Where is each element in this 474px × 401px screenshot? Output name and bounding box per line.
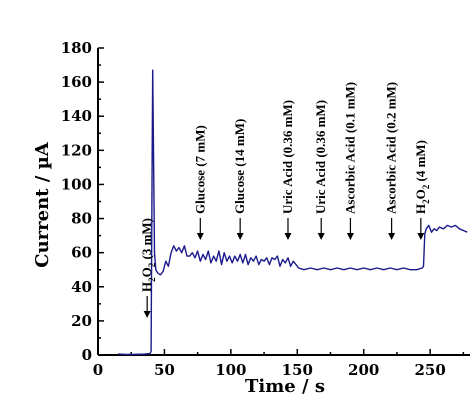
y-tick-label: 80 — [71, 210, 92, 228]
y-tick-label: 180 — [61, 39, 92, 57]
x-axis-label: Time / s — [245, 376, 325, 397]
x-tick-label: 250 — [414, 361, 445, 379]
x-tick-label: 100 — [215, 361, 246, 379]
y-tick-label: 100 — [61, 175, 92, 193]
annotation-label: Glucose (7 mM) — [192, 125, 207, 214]
y-tick-label: 40 — [71, 278, 92, 296]
y-tick-label: 160 — [61, 73, 92, 91]
annotation-arrowhead — [346, 233, 354, 240]
annotation-label: Uric Acid (0.36 mM) — [313, 100, 328, 214]
annotation-arrowhead — [284, 233, 292, 240]
y-axis-label: Current / µA — [32, 141, 53, 268]
y-tick-label: 140 — [61, 107, 92, 125]
annotation-arrowhead — [143, 311, 151, 318]
annotation-arrowhead — [236, 233, 244, 240]
plot-area — [117, 69, 468, 356]
y-tick-label: 60 — [71, 244, 92, 262]
annotation-label: Glucose (14 mM) — [232, 119, 247, 214]
x-tick-label: 150 — [282, 361, 313, 379]
annotation-arrowhead — [196, 233, 204, 240]
axes: 0 20 40 60 80 100 120 140 160 180 0 50 100 150 200 250 — [61, 39, 470, 379]
x-tick-label: 50 — [154, 361, 175, 379]
annotation-arrowhead — [317, 233, 325, 240]
annotations: H2O2 (3 mM) Glucose (7 mM) Glucose (14 mM)… — [139, 82, 431, 318]
x-tick-label: 0 — [93, 361, 103, 379]
annotation-label: Ascorbic Acid (0.1 mM) — [342, 82, 357, 214]
annotation-arrowhead — [388, 233, 396, 240]
y-tick-label: 0 — [82, 346, 92, 364]
x-tick-label: 200 — [348, 361, 379, 379]
y-tick-label: 20 — [71, 312, 92, 330]
annotation-label: H2O2 (3 mM) — [139, 218, 157, 292]
y-tick-label: 120 — [61, 141, 92, 159]
annotation-arrowhead — [417, 233, 425, 240]
annotation-label: Ascorbic Acid (0.2 mM) — [384, 82, 399, 214]
current-trace — [117, 69, 468, 356]
annotation-label: H2O2 (4 mM) — [413, 140, 431, 214]
annotation-label: Uric Acid (0.36 mM) — [280, 100, 295, 214]
